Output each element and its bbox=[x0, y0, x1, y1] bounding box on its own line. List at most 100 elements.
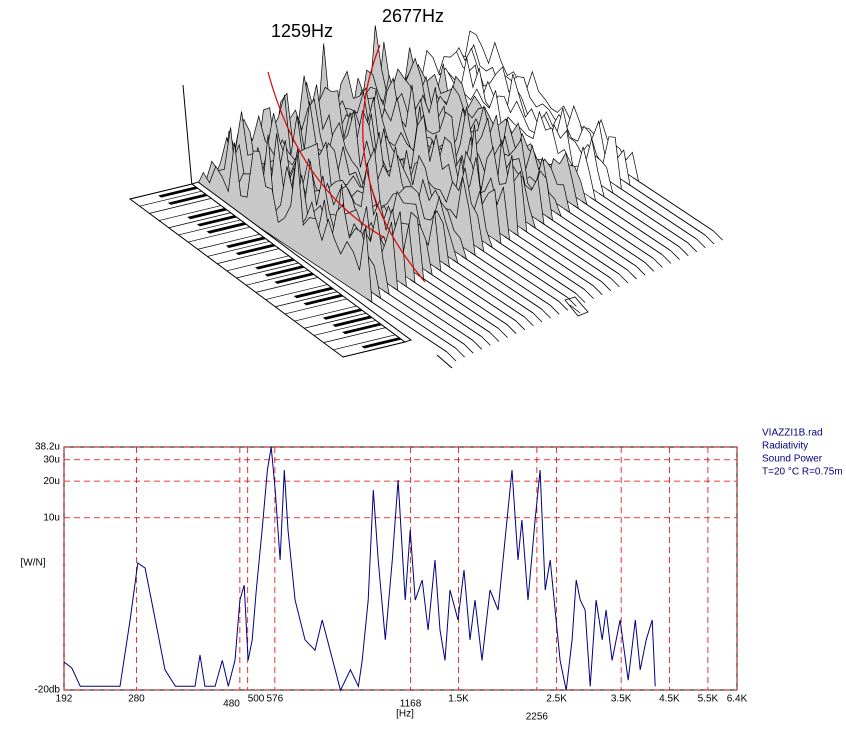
waterfall-baseline bbox=[418, 275, 499, 329]
black-key bbox=[158, 186, 199, 198]
depth-axis bbox=[182, 84, 193, 187]
white-key bbox=[226, 255, 289, 272]
waterfall-baseline bbox=[487, 243, 568, 298]
black-key bbox=[206, 222, 247, 234]
waterfall-baseline bbox=[452, 259, 534, 314]
waterfall-label: 1259Hz bbox=[271, 21, 333, 41]
white-key bbox=[294, 305, 357, 322]
waterfall-tick bbox=[696, 238, 706, 249]
white-key bbox=[139, 190, 202, 207]
waterfall-baseline bbox=[461, 255, 542, 310]
waterfall-baseline bbox=[547, 216, 628, 271]
info-text: VIAZZI1B.rad bbox=[762, 428, 823, 439]
waterfall-tick bbox=[446, 351, 457, 362]
black-key bbox=[196, 215, 238, 227]
waterfall-tick bbox=[653, 258, 663, 268]
black-key bbox=[293, 287, 334, 299]
x-tick-label: 2.5K bbox=[546, 694, 567, 705]
white-key bbox=[313, 320, 377, 336]
y-tick-label: -20db bbox=[34, 685, 60, 696]
white-key bbox=[158, 205, 222, 221]
waterfall-baseline bbox=[530, 224, 611, 279]
y-tick-label: 20u bbox=[43, 476, 60, 487]
white-key bbox=[342, 341, 406, 358]
waterfall-tick bbox=[455, 347, 465, 358]
waterfall-tick bbox=[549, 304, 560, 315]
waterfall-baseline bbox=[469, 251, 551, 306]
red-curve bbox=[362, 44, 426, 283]
white-key bbox=[207, 241, 270, 257]
waterfall-baseline bbox=[512, 232, 594, 287]
waterfall-tick bbox=[678, 246, 689, 256]
waterfall-baseline bbox=[444, 263, 525, 318]
waterfall-tick bbox=[481, 336, 491, 346]
waterfall-tick bbox=[515, 320, 526, 331]
white-key bbox=[129, 183, 193, 200]
waterfall-baseline bbox=[555, 212, 637, 267]
waterfall-tick bbox=[661, 254, 672, 264]
waterfall-baseline bbox=[624, 181, 706, 236]
white-key bbox=[284, 298, 347, 315]
waterfall-baseline bbox=[616, 185, 697, 240]
plot-area bbox=[63, 446, 738, 691]
info-text: Radiativity bbox=[762, 441, 808, 452]
waterfall-baseline bbox=[478, 247, 560, 302]
info-text: T=20 °C R=0.75m bbox=[762, 467, 843, 478]
white-key bbox=[188, 226, 251, 243]
white-key bbox=[246, 269, 309, 286]
white-key bbox=[236, 262, 299, 279]
black-key bbox=[167, 193, 208, 205]
x-tick-label: 480 bbox=[223, 699, 240, 710]
waterfall-tick bbox=[463, 343, 474, 354]
waterfall-baseline bbox=[590, 197, 671, 251]
waterfall-tick bbox=[558, 301, 569, 311]
x-tick-label: 1168 bbox=[400, 699, 422, 710]
waterfall-tick bbox=[489, 332, 500, 342]
white-key bbox=[197, 233, 260, 250]
black-key bbox=[235, 243, 276, 256]
waterfall-baseline bbox=[581, 201, 663, 255]
y-tick-label: 38.2u bbox=[35, 442, 60, 453]
waterfall bbox=[128, 25, 723, 369]
waterfall-tick bbox=[524, 316, 534, 327]
white-key bbox=[178, 219, 241, 236]
white-key bbox=[217, 248, 280, 264]
x-tick-label: 192 bbox=[56, 694, 73, 705]
black-key bbox=[342, 322, 383, 335]
waterfall-tick bbox=[592, 285, 603, 295]
waterfall-tick bbox=[670, 250, 680, 260]
x-tick-label: 2256 bbox=[526, 712, 549, 723]
waterfall-tick bbox=[644, 262, 655, 272]
black-key bbox=[303, 294, 344, 306]
waterfall-baseline bbox=[521, 228, 603, 283]
white-key bbox=[333, 334, 396, 351]
y-tick-label: 30u bbox=[43, 454, 60, 465]
waterfall-tick bbox=[584, 289, 594, 299]
waterfall-baseline bbox=[392, 286, 474, 341]
waterfall-tick bbox=[627, 269, 637, 280]
info-text: Sound Power bbox=[762, 454, 823, 465]
black-key bbox=[332, 315, 373, 327]
waterfall-baseline bbox=[633, 177, 714, 232]
black-key bbox=[322, 308, 363, 320]
waterfall-tick bbox=[610, 277, 620, 288]
waterfall-tick bbox=[635, 265, 646, 276]
red-curve bbox=[267, 71, 386, 239]
waterfall-tick bbox=[472, 340, 483, 350]
waterfall-baseline bbox=[495, 240, 577, 294]
waterfall-baseline bbox=[573, 204, 654, 259]
arrow-icon bbox=[436, 354, 453, 369]
y-tick-label: 10u bbox=[43, 512, 60, 523]
black-key bbox=[255, 258, 296, 270]
waterfall-tick bbox=[704, 234, 715, 245]
waterfall-baseline bbox=[426, 271, 508, 326]
waterfall-tick bbox=[687, 242, 698, 253]
x-tick-label: 6.4K bbox=[727, 694, 748, 705]
waterfall-tick bbox=[498, 328, 508, 338]
x-tick-label: 1.5K bbox=[448, 694, 469, 705]
white-key bbox=[275, 291, 338, 308]
waterfall-tick bbox=[541, 308, 551, 319]
waterfall-baseline bbox=[435, 267, 517, 322]
white-key bbox=[255, 277, 318, 293]
waterfall-tick bbox=[506, 324, 517, 334]
